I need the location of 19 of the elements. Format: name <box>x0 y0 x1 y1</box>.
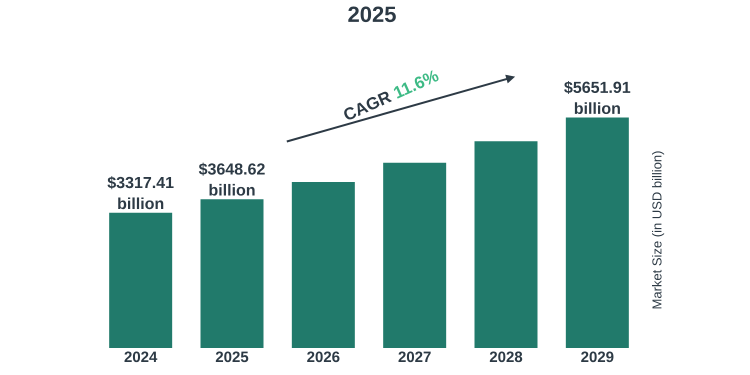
x-tick-label: 2028 <box>490 352 522 362</box>
annotation: CAGR <box>344 92 392 120</box>
data-label: $3648.62 billion <box>198 162 265 196</box>
text: 11.6% <box>394 70 439 99</box>
bar <box>292 182 355 348</box>
x-tick-label: 2027 <box>398 352 431 362</box>
bar <box>109 212 172 348</box>
x-tick-label: 2025 <box>216 352 248 362</box>
y-axis-title: Market Size (in USD billion) <box>652 151 664 308</box>
data-label: $5651.91 billion <box>564 80 630 114</box>
bar <box>566 118 629 348</box>
bar <box>200 199 264 348</box>
data-label: $3317.41 billion <box>108 176 174 210</box>
bar <box>474 141 538 348</box>
x-tick-label: 2029 <box>581 352 614 362</box>
bar <box>383 162 446 348</box>
x-tick-label: 2026 <box>307 352 340 362</box>
chart-title: 2025 <box>348 6 396 22</box>
x-tick-label: 2024 <box>124 352 158 362</box>
